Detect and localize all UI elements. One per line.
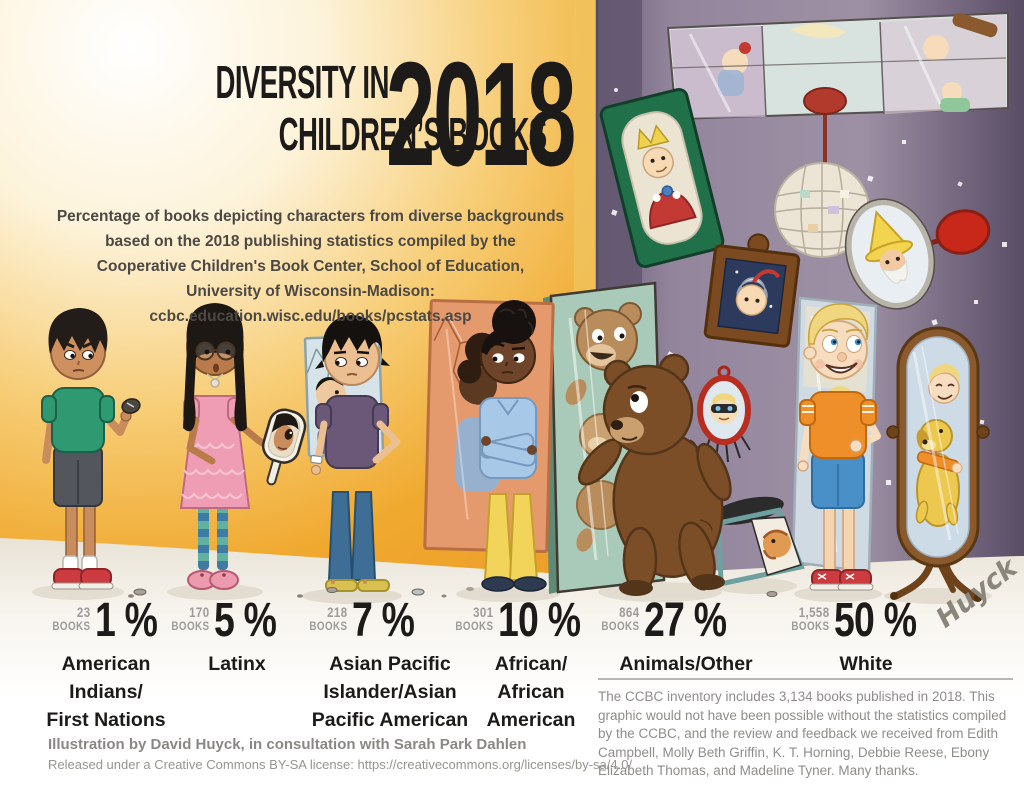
- poster-title: DIVERSITY IN CHILDREN’S BOOKS: [100, 56, 548, 160]
- book-count: 23 BOOKS: [52, 604, 91, 633]
- stat-african-american: 301 BOOKS 10 %: [447, 594, 603, 647]
- stat-animals-other: 864 BOOKS 27 %: [593, 594, 749, 647]
- stat-latinx: 170 BOOKS 5 %: [163, 594, 293, 647]
- credit-license: Released under a Creative Commons BY-SA …: [48, 757, 633, 772]
- child-white: [797, 303, 881, 591]
- footer-divider: [598, 678, 1013, 680]
- stat-percent: 50 %: [833, 594, 917, 647]
- ceiling-mirror: [666, 11, 1009, 121]
- stat-american-indians: 23 BOOKS 1 %: [44, 594, 174, 647]
- reflection-boy-and-dog: [915, 364, 963, 527]
- stat-white: 1,558 BOOKS 50 %: [783, 594, 939, 647]
- cheval-mirror: [886, 326, 990, 602]
- book-count: 218 BOOKS: [309, 604, 348, 633]
- book-count: 170 BOOKS: [171, 604, 210, 633]
- king-portrait-frame: [599, 87, 725, 269]
- category-asian-pacific: Asian Pacific Islander/Asian Pacific Ame…: [311, 653, 469, 731]
- stat-percent: 27 %: [643, 594, 727, 647]
- disco-ball: [774, 87, 870, 258]
- stat-percent: 10 %: [497, 594, 581, 647]
- stat-asian-pacific: 218 BOOKS 7 %: [301, 594, 431, 647]
- title-line-1: DIVERSITY IN: [215, 56, 390, 108]
- red-oval-mirror: [697, 365, 751, 463]
- tiny-mirror-shard: [121, 398, 141, 414]
- ccbc-note: The CCBC inventory includes 3,134 books …: [598, 689, 1007, 778]
- subtitle: Percentage of books depicting characters…: [56, 208, 565, 325]
- book-count: 864 BOOKS: [601, 604, 640, 633]
- stat-percent: 7 %: [351, 594, 415, 647]
- bear: [578, 353, 732, 596]
- credit-illustration: Illustration by David Huyck, in consulta…: [48, 736, 527, 753]
- stat-percent: 5 %: [213, 594, 277, 647]
- title-block: DIVERSITY IN CHILDREN’S BOOKS 2018: [100, 32, 699, 197]
- category-latinx: Latinx: [208, 653, 266, 675]
- child-latinx: [179, 303, 307, 590]
- wizard-mirror: [844, 198, 991, 310]
- prince-portrait-frame: [703, 233, 801, 348]
- floor-pebbles: [128, 587, 778, 598]
- title-line-2: CHILDREN’S BOOKS: [278, 108, 548, 160]
- child-african-american: [479, 300, 547, 592]
- category-white: White: [839, 653, 893, 675]
- title-year: 2018: [386, 32, 576, 197]
- book-count: 301 BOOKS: [455, 604, 494, 633]
- hand-mirror: [261, 408, 307, 486]
- category-african-american: African/ African American: [486, 653, 576, 731]
- child-american-indian: [41, 308, 141, 590]
- stat-percent: 1 %: [94, 594, 158, 647]
- category-american-indians: American Indians/ First Nations: [46, 653, 166, 731]
- stool-mirror: [711, 496, 805, 587]
- book-count: 1,558 BOOKS: [791, 604, 830, 633]
- child-asian-pacific: [310, 315, 401, 592]
- category-animals-other: Animals/Other: [619, 653, 753, 675]
